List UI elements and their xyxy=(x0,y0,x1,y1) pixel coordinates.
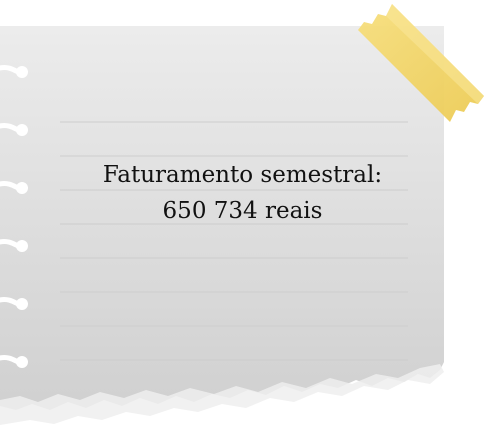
spiral-hole xyxy=(0,181,28,194)
spiral-hole xyxy=(0,239,28,252)
note-text: Faturamento semestral: 650 734 reais xyxy=(0,157,485,229)
ruled-lines xyxy=(60,121,408,361)
spiral-hole xyxy=(0,123,28,136)
tape-strip xyxy=(358,4,484,122)
spiral-hole xyxy=(0,355,28,368)
note-line-value: 650 734 reais xyxy=(162,198,323,224)
spiral-hole xyxy=(0,65,28,78)
spiral-holes xyxy=(0,65,28,368)
note-line-title: Faturamento semestral: xyxy=(102,162,383,188)
spiral-hole xyxy=(0,297,28,310)
torn-edge-highlight xyxy=(0,364,444,425)
